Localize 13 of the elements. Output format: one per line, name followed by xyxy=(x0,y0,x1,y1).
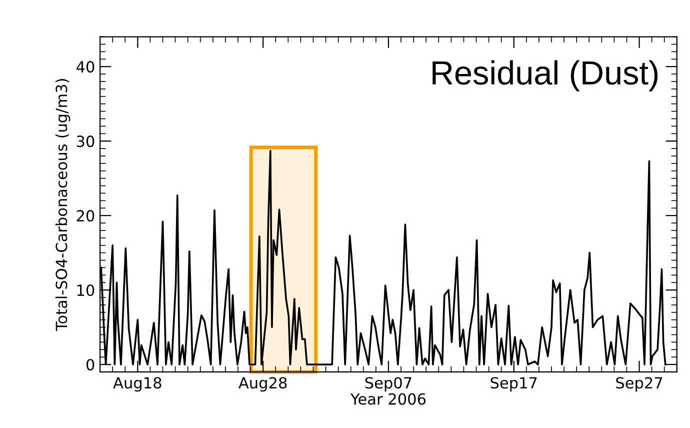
y-tick-label: 0 xyxy=(86,358,94,371)
x-tick-label: Aug28 xyxy=(238,377,287,392)
y-tick-label: 10 xyxy=(77,284,94,296)
x-tick-label: Sep27 xyxy=(616,377,662,392)
annotation: Residual (Dust) xyxy=(432,60,658,92)
y-axis-title: Total-SO4-Carbonaceous (ug/m3) xyxy=(55,79,70,332)
y-tick-label: 40 xyxy=(76,61,94,73)
x-tick-label: Aug18 xyxy=(113,377,162,392)
y-tick-label: 30 xyxy=(76,136,94,148)
x-tick-label: Sep17 xyxy=(490,377,537,392)
x-axis-title: Year 2006 xyxy=(350,393,426,405)
x-tick-label: Sep07 xyxy=(365,377,412,392)
y-tick-label: 20 xyxy=(76,210,94,222)
